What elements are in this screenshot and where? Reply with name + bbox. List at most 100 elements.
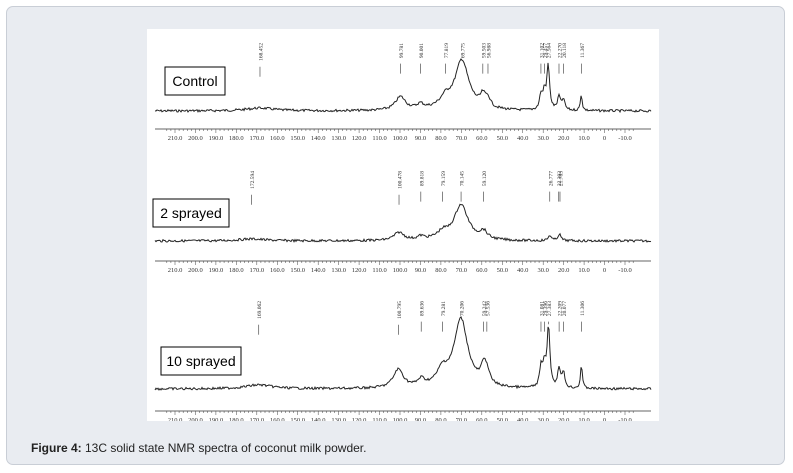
x-tick-label: 180.0	[229, 267, 244, 274]
peak-label: 20.077	[562, 301, 568, 316]
x-tick-label: 0	[603, 267, 606, 274]
peak-label: 29.396	[543, 301, 549, 316]
peak-label: 31.102	[539, 43, 545, 58]
x-tick-label: 50.0	[497, 135, 508, 142]
x-tick-label: 180.0	[229, 135, 244, 142]
x-tick-label: 170.0	[250, 135, 265, 142]
peak-label: 31.081	[539, 301, 545, 316]
peak-label: 56.988	[486, 43, 492, 58]
x-tick-label: 160.0	[270, 135, 285, 142]
peak-label: 26.777	[548, 171, 554, 186]
x-tick-label: 60.0	[476, 135, 487, 142]
x-tick-label: 10.0	[578, 135, 589, 142]
x-tick-label: -10.0	[618, 267, 632, 274]
peak-label: 168.452	[258, 43, 264, 61]
x-tick-label: 130.0	[331, 417, 346, 421]
x-tick-label: 180.0	[229, 417, 244, 421]
caption-text: 13C solid state NMR spectra of coconut m…	[81, 441, 367, 455]
x-tick-label: 200.0	[188, 267, 203, 274]
peak-label: 70.206	[459, 301, 465, 316]
peak-label: 29.457	[543, 43, 549, 58]
x-tick-label: 190.0	[209, 135, 224, 142]
peak-label: 169.062	[257, 301, 263, 319]
x-tick-label: 120.0	[352, 135, 367, 142]
x-tick-label: 20.0	[558, 417, 569, 421]
x-tick-label: 70.0	[456, 417, 467, 421]
peak-label: 100.478	[398, 171, 404, 189]
x-tick-label: 150.0	[290, 417, 305, 421]
nmr-spectra-chart: 168.452 99.781 90.001 77.819 69.775 59.503 56.…	[152, 43, 652, 421]
peak-label: 172.594	[250, 171, 256, 189]
x-tick-label: -10.0	[618, 135, 632, 142]
peak-label: 89.636	[420, 301, 426, 316]
x-tick-label: 120.0	[352, 267, 367, 274]
nmr-figure: 168.452 99.781 90.001 77.819 69.775 59.503 56.…	[147, 29, 659, 421]
spectrum-trace	[154, 203, 652, 243]
x-tick-label: 130.0	[331, 267, 346, 274]
peak-label: 89.818	[419, 171, 425, 186]
x-tick-label: 30.0	[537, 135, 548, 142]
peak-label: 77.819	[444, 43, 450, 58]
x-tick-label: 160.0	[270, 417, 285, 421]
x-tick-label: 50.0	[497, 267, 508, 274]
figure-caption: Figure 4: 13C solid state NMR spectra of…	[31, 441, 366, 455]
peak-label: 11.306	[580, 301, 586, 316]
x-tick-label: 50.0	[497, 417, 508, 421]
peak-label: 27.564	[547, 43, 553, 58]
spectrum-trace	[154, 315, 652, 391]
sample-label: 10 sprayed	[166, 353, 235, 369]
x-tick-label: 120.0	[352, 417, 367, 421]
sample-label-box	[152, 198, 230, 228]
x-tick-label: 70.0	[456, 135, 467, 142]
x-tick-label: 210.0	[168, 267, 183, 274]
x-tick-label: 140.0	[311, 135, 326, 142]
x-tick-label: 100.0	[393, 417, 408, 421]
x-tick-label: 110.0	[372, 135, 386, 142]
x-tick-label: 150.0	[290, 135, 305, 142]
peak-label: 22.392	[557, 171, 563, 186]
x-tick-label: 90.0	[415, 135, 426, 142]
x-tick-label: 30.0	[537, 417, 548, 421]
x-tick-label: 80.0	[435, 267, 446, 274]
x-tick-label: 0	[603, 417, 606, 421]
peak-label: 21.783	[558, 171, 564, 186]
x-tick-label: 30.0	[537, 267, 548, 274]
x-tick-label: 60.0	[476, 417, 487, 421]
peak-label: 90.001	[419, 43, 425, 58]
sample-label: 2 sprayed	[160, 205, 221, 221]
x-tick-label: 110.0	[372, 417, 386, 421]
x-tick-label: 170.0	[250, 417, 265, 421]
x-tick-label: 170.0	[250, 267, 265, 274]
peak-label: 11.367	[580, 43, 586, 58]
x-tick-label: 20.0	[558, 267, 569, 274]
peak-label: 22.209	[558, 301, 564, 316]
peak-label: 22.270	[557, 43, 563, 58]
figure-frame: 168.452 99.781 90.001 77.819 69.775 59.503 56.…	[6, 6, 785, 465]
peak-label: 57.536	[485, 301, 491, 316]
x-tick-label: 150.0	[290, 267, 305, 274]
peak-label: 59.503	[481, 43, 487, 58]
peak-label: 99.781	[399, 43, 405, 58]
peak-label: 79.281	[441, 301, 447, 316]
sample-label: Control	[172, 73, 217, 89]
x-tick-label: 160.0	[270, 267, 285, 274]
peak-label: 70.145	[460, 171, 466, 186]
x-tick-label: 200.0	[188, 417, 203, 421]
x-tick-label: 140.0	[311, 267, 326, 274]
x-tick-label: 10.0	[578, 417, 589, 421]
x-tick-label: 0	[603, 135, 606, 142]
x-tick-label: 40.0	[517, 135, 528, 142]
x-tick-label: 210.0	[168, 417, 183, 421]
x-tick-label: 190.0	[209, 267, 224, 274]
x-tick-label: 40.0	[517, 417, 528, 421]
x-tick-label: 70.0	[456, 267, 467, 274]
peak-label: 27.383	[547, 301, 553, 316]
x-tick-label: 200.0	[188, 135, 203, 142]
x-tick-label: 20.0	[558, 135, 569, 142]
x-tick-label: 40.0	[517, 267, 528, 274]
peak-label: 59.242	[482, 301, 488, 316]
x-tick-label: 110.0	[372, 267, 386, 274]
x-tick-label: 190.0	[209, 417, 224, 421]
x-tick-label: -10.0	[618, 417, 632, 421]
spectrum-trace	[154, 58, 652, 114]
